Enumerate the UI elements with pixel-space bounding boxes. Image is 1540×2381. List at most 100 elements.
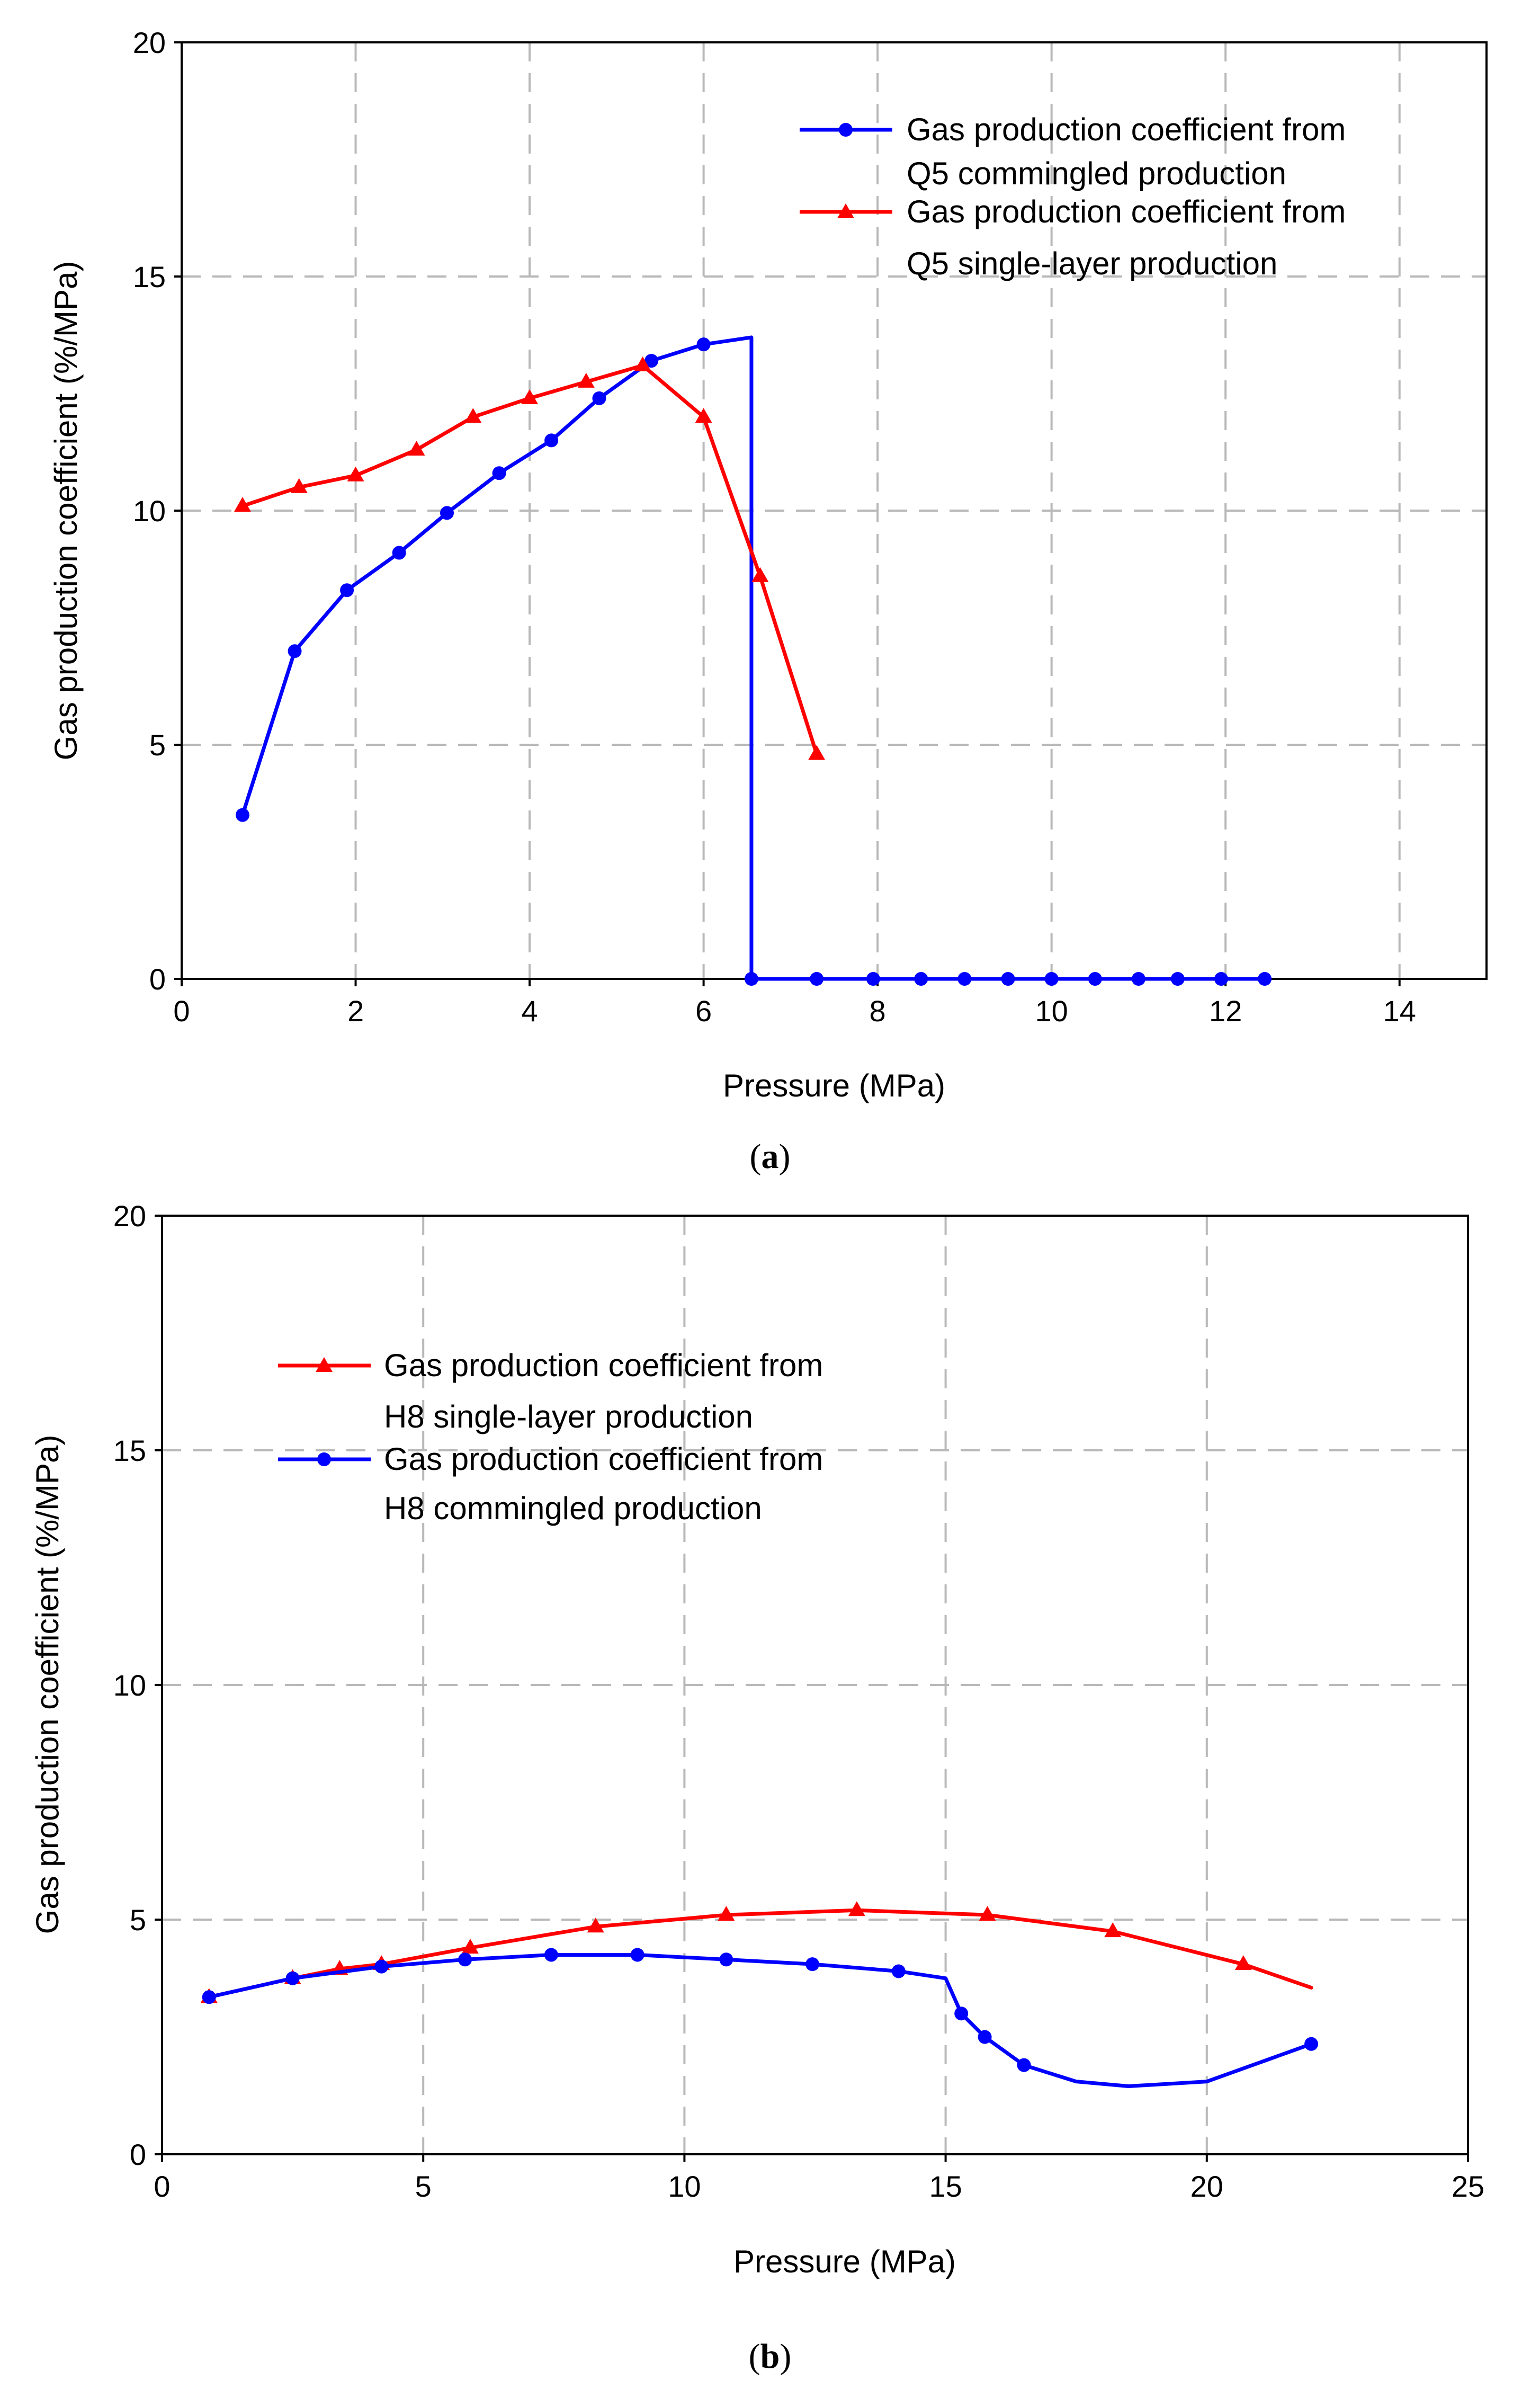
tick-label-y-b-1: 5: [130, 1903, 146, 1937]
tick-label-y-a-3: 15: [133, 260, 166, 293]
legend-label-a-series-1-line2: Q5 commingled production: [907, 156, 1286, 191]
data-point-b-series-1-10: [1234, 1955, 1252, 1970]
ticks-a: 0 2 4 6 8 10 12 14 0 5 10 15 20: [133, 26, 1416, 1028]
legend-a: Gas production coefficient from Q5 commi…: [800, 112, 1346, 281]
data-point-b-series-2-8: [891, 1964, 906, 1978]
data-point-a-series-1-10: [744, 972, 758, 986]
data-point-b-series-2-1: [285, 1971, 300, 1985]
data-point-b-series-2-5: [630, 1948, 644, 1962]
data-point-a-series-2-5: [521, 389, 539, 404]
data-point-b-series-1-8: [979, 1906, 996, 1921]
series-b: [200, 1901, 1319, 2089]
tick-label-y-a-0: 0: [149, 962, 166, 996]
tick-label-y-a-1: 5: [149, 728, 166, 762]
caption-b: (b): [749, 2337, 792, 2376]
tick-label-x-b-1: 5: [415, 2170, 432, 2203]
tick-label-y-a-2: 10: [133, 494, 166, 528]
tick-label-x-a-6: 12: [1209, 994, 1242, 1028]
data-point-a-series-1-0: [235, 808, 249, 822]
chart-b: 0 5 10 15 20 25 0 5 10 15 20 Pressure (MPa) Gas pr…: [30, 1199, 1484, 2376]
legend-marker-a-series-1: [839, 123, 853, 137]
data-point-a-series-1-18: [1131, 972, 1145, 986]
tick-label-x-a-7: 14: [1383, 994, 1416, 1028]
ticks-b: 0 5 10 15 20 25 0 5 10 15 20: [113, 1199, 1484, 2203]
tick-label-x-a-1: 2: [347, 994, 364, 1028]
data-point-a-series-1-3: [392, 546, 406, 560]
data-point-a-series-2-8: [695, 408, 712, 423]
data-point-a-series-1-8: [644, 354, 659, 368]
data-point-a-series-1-1: [288, 644, 302, 658]
data-point-a-series-1-4: [440, 506, 454, 520]
tick-label-y-b-2: 10: [113, 1669, 146, 1702]
data-point-a-series-1-17: [1088, 972, 1102, 986]
data-point-b-series-1-5: [587, 1918, 604, 1933]
y-axis-label-a: Gas production coefficient (%/MPa): [48, 261, 84, 761]
legend-label-b-series-1-line2: H8 single-layer production: [384, 1399, 753, 1434]
data-point-a-series-2-4: [464, 408, 482, 423]
data-point-a-series-2-2: [347, 466, 364, 481]
legend-label-a-series-1-line1: Gas production coefficient from: [907, 112, 1346, 147]
tick-label-x-b-2: 10: [668, 2170, 701, 2203]
data-point-a-series-1-9: [696, 337, 711, 352]
tick-label-x-b-4: 20: [1190, 2170, 1223, 2203]
data-point-b-series-2-9: [954, 2007, 969, 2021]
data-point-a-series-1-5: [492, 466, 506, 480]
x-axis-label-a: Pressure (MPa): [723, 1068, 945, 1103]
x-axis-label-b: Pressure (MPa): [733, 2244, 956, 2279]
data-point-b-series-2-2: [374, 1959, 389, 1974]
legend-label-a-series-2-line2: Q5 single-layer production: [907, 246, 1277, 281]
data-point-b-series-1-9: [1104, 1922, 1122, 1938]
legend-marker-a-series-2: [837, 203, 854, 218]
data-point-b-series-2-3: [458, 1952, 472, 1967]
caption-b-letter: b: [760, 2337, 780, 2376]
caption-a-letter: a: [762, 1137, 779, 1176]
legend-label-a-series-2-line1: Gas production coefficient from: [907, 194, 1346, 229]
grid-a: [182, 42, 1487, 979]
data-point-a-series-2-10: [808, 745, 826, 760]
data-point-a-series-1-14: [957, 972, 972, 986]
tick-label-x-b-3: 15: [929, 2170, 962, 2203]
data-point-a-series-1-20: [1214, 972, 1228, 986]
data-point-a-series-1-11: [810, 972, 824, 986]
tick-label-x-a-3: 6: [695, 994, 712, 1028]
data-point-a-series-2-6: [577, 372, 595, 388]
tick-label-x-b-0: 0: [154, 2170, 170, 2203]
chart-a: 0 2 4 6 8 10 12 14 0 5 10 15 20 Pressure (MPa) Gas p…: [48, 26, 1488, 1176]
data-point-a-series-1-2: [340, 583, 354, 598]
data-point-a-series-2-3: [408, 441, 425, 456]
y-axis-label-b: Gas production coefficient (%/MPa): [30, 1435, 65, 1934]
series-a: [234, 335, 1272, 986]
tick-label-y-b-4: 20: [113, 1199, 146, 1233]
data-point-a-series-1-7: [592, 391, 606, 405]
tick-label-y-a-4: 20: [133, 26, 166, 59]
data-point-b-series-2-4: [544, 1948, 558, 1962]
tick-label-x-a-5: 10: [1035, 994, 1068, 1028]
legend-b: Gas production coefficient from H8 singl…: [278, 1348, 823, 1526]
data-point-a-series-1-13: [914, 972, 928, 986]
data-point-b-series-1-4: [461, 1939, 479, 1954]
tick-label-x-a-0: 0: [173, 994, 190, 1028]
tick-label-x-b-5: 25: [1452, 2170, 1484, 2203]
data-point-b-series-1-6: [718, 1906, 735, 1921]
legend-marker-b-series-1: [316, 1357, 333, 1372]
data-point-a-series-1-16: [1044, 972, 1059, 986]
series-line-b-2: [207, 1952, 1313, 2089]
data-point-a-series-1-6: [544, 433, 559, 448]
data-point-b-series-2-11: [1017, 2058, 1031, 2072]
tick-label-x-a-4: 8: [870, 994, 886, 1028]
legend-label-b-series-2-line1: Gas production coefficient from: [384, 1441, 823, 1477]
caption-a: (a): [750, 1137, 791, 1176]
data-point-a-series-2-7: [634, 356, 651, 371]
tick-label-y-b-0: 0: [130, 2138, 146, 2171]
data-point-a-series-2-0: [234, 497, 251, 512]
data-point-b-series-2-10: [978, 2030, 992, 2044]
data-point-b-series-2-7: [805, 1957, 820, 1972]
tick-label-y-b-3: 15: [113, 1434, 146, 1467]
grid-b: [162, 1216, 1468, 2154]
data-point-a-series-1-19: [1170, 972, 1185, 986]
data-point-a-series-1-21: [1258, 972, 1272, 986]
data-point-a-series-1-15: [1001, 972, 1015, 986]
legend-marker-b-series-2: [317, 1452, 331, 1466]
data-point-b-series-2-6: [719, 1952, 733, 1967]
